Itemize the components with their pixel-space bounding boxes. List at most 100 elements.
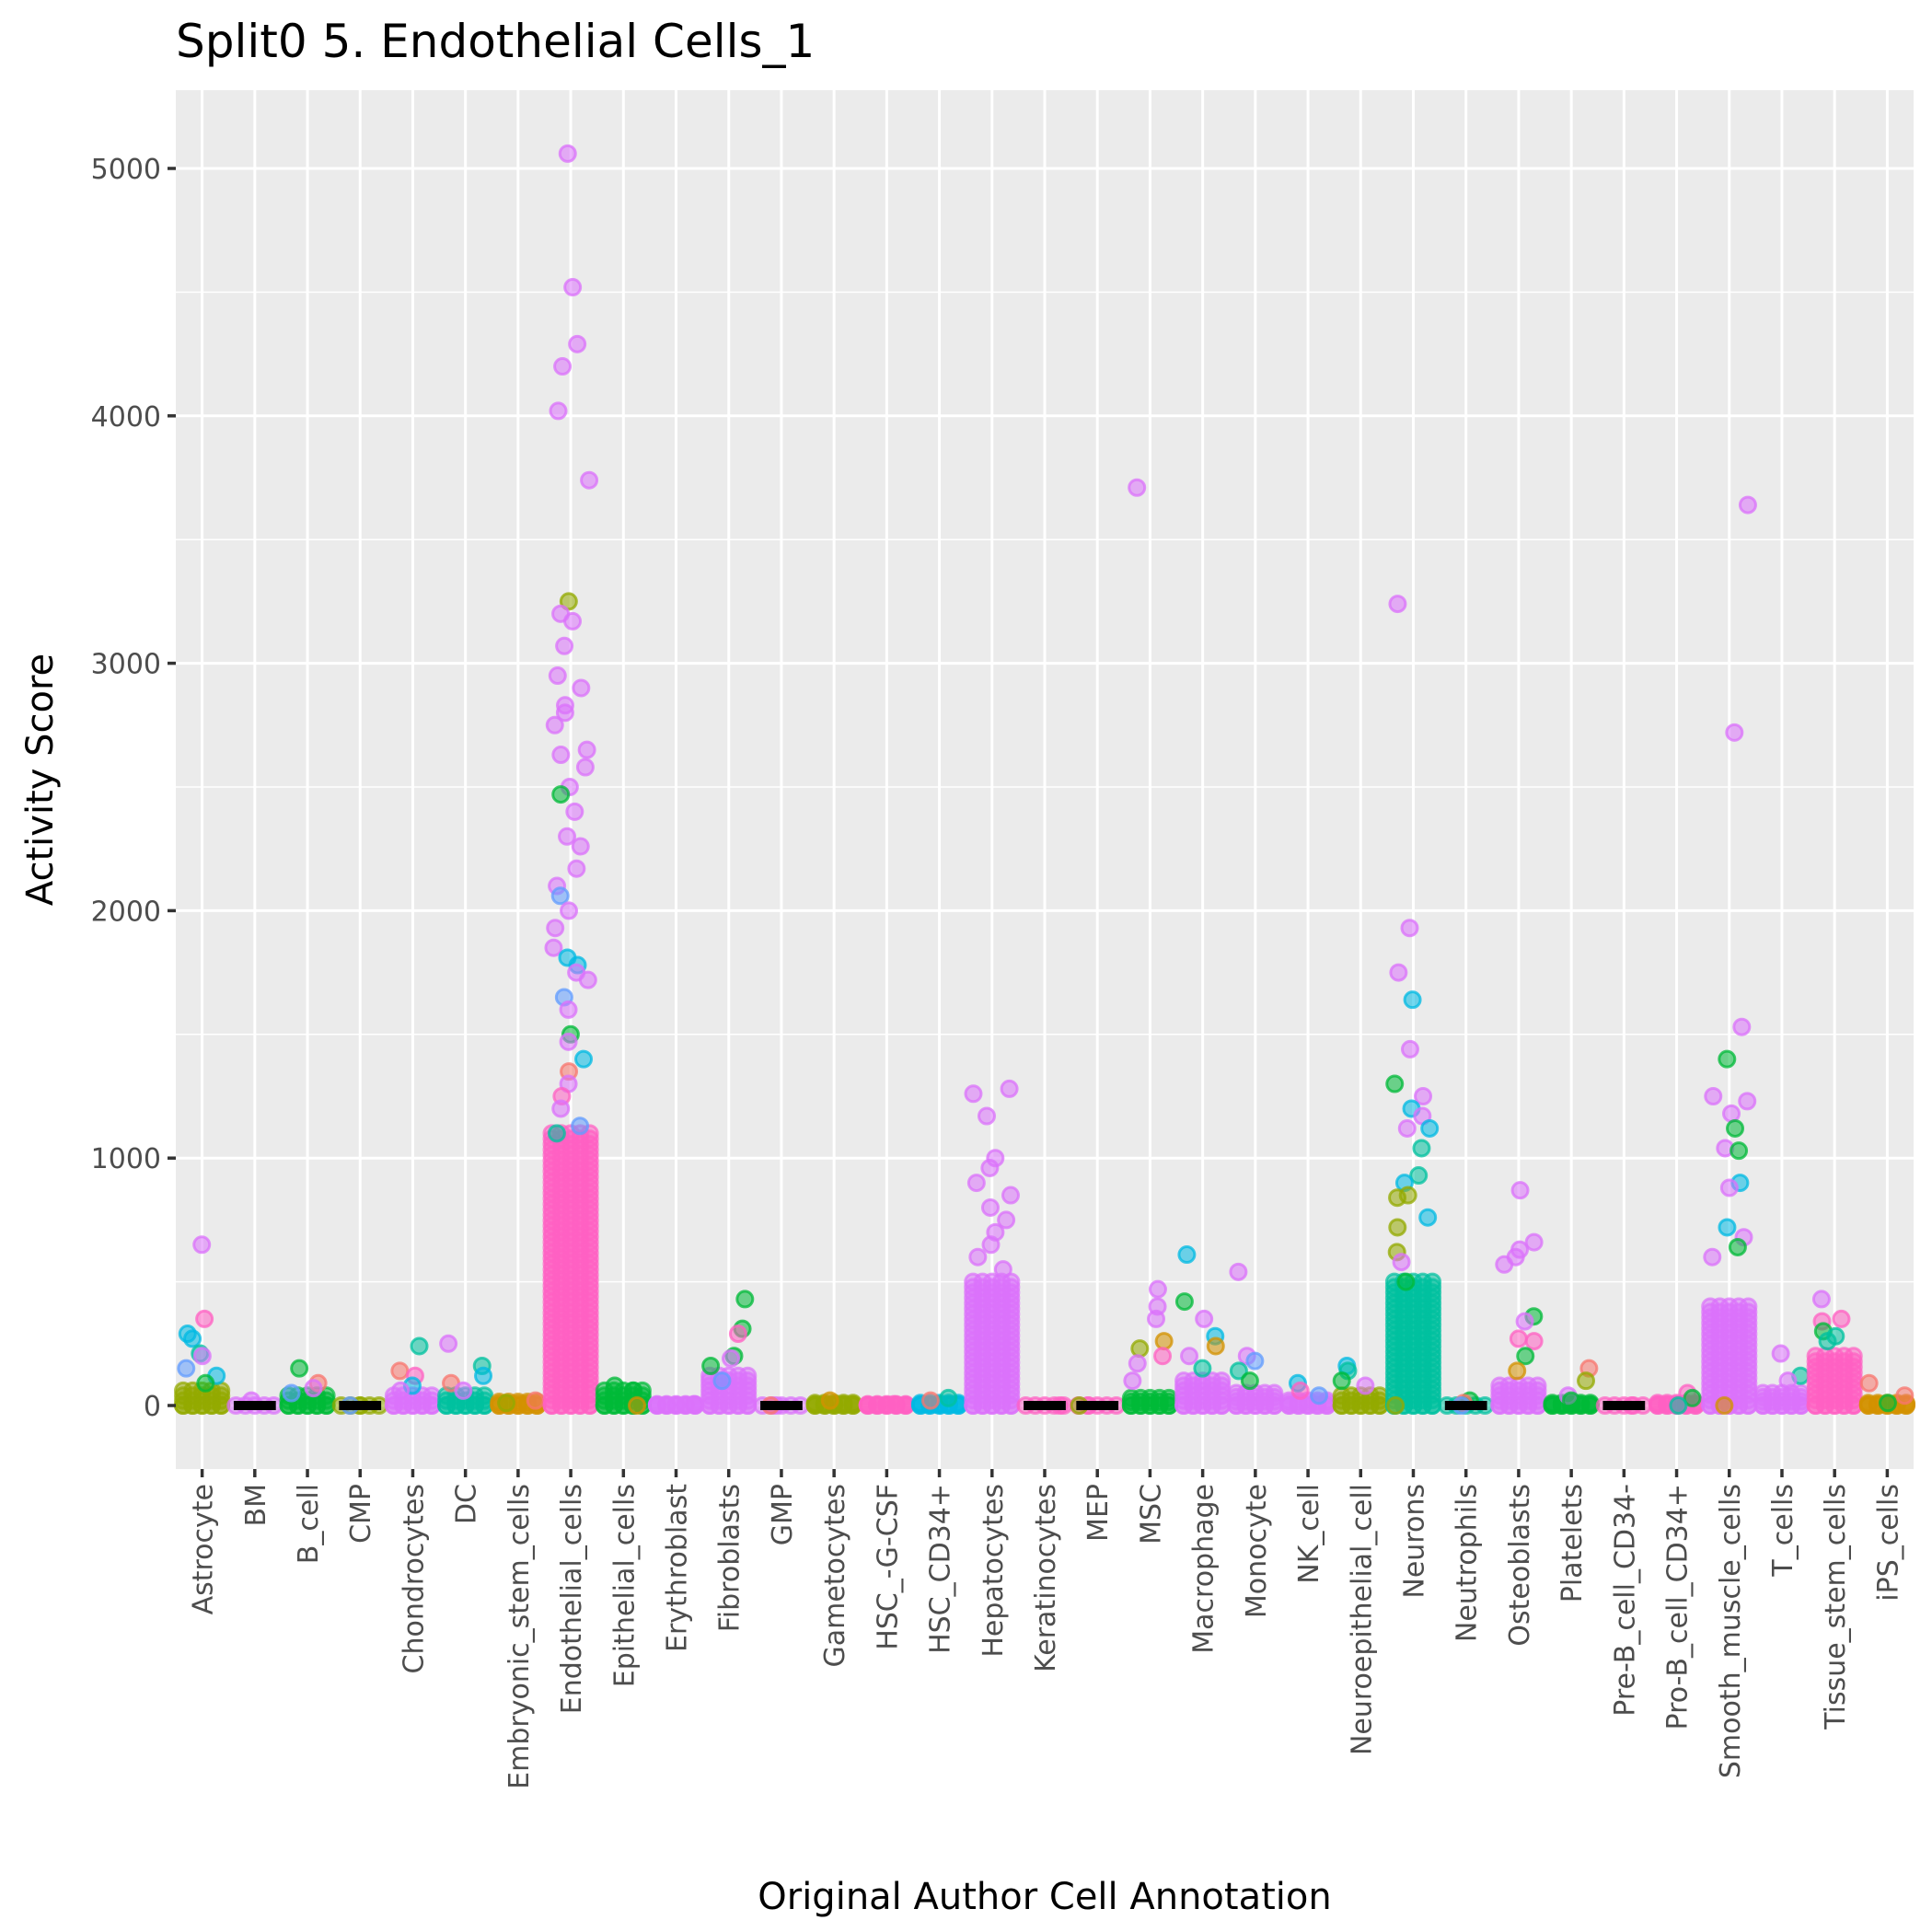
data-point: [1510, 1181, 1530, 1200]
data-point: [1229, 1361, 1248, 1381]
data-point: [551, 785, 571, 804]
data-point: [1388, 595, 1407, 614]
data-point: [558, 144, 577, 163]
data-point: [567, 859, 586, 878]
data-point: [551, 1099, 571, 1118]
data-point: [1147, 1309, 1166, 1328]
y-axis: 0 1000 2000 3000 4000 5000: [91, 154, 176, 1423]
x-tick-label: Epithelial_cells: [608, 1484, 641, 1687]
data-point: [1265, 1396, 1284, 1415]
data-point: [843, 1396, 862, 1415]
x-tick-label: Monocyte: [1241, 1484, 1273, 1618]
data-point: [1154, 1332, 1174, 1351]
data-point: [192, 1347, 212, 1366]
data-point: [550, 886, 570, 906]
data-point: [572, 678, 591, 698]
data-point: [1370, 1396, 1389, 1415]
data-point: [1725, 723, 1744, 742]
data-point: [1818, 1332, 1837, 1351]
data-point: [439, 1334, 458, 1353]
data-point: [565, 802, 584, 821]
data-point: [1844, 1396, 1863, 1415]
data-point: [577, 740, 596, 759]
data-point: [820, 1391, 839, 1410]
data-point: [1683, 1388, 1702, 1407]
data-point: [1844, 1347, 1863, 1366]
chart-title: Split0 5. Endothelial Cells_1: [176, 15, 815, 68]
data-point: [454, 1381, 473, 1400]
data-point: [1515, 1312, 1534, 1331]
x-tick-label: Pre-B_cell_CD34-: [1609, 1484, 1641, 1717]
data-point: [628, 1396, 647, 1415]
data-point: [966, 1174, 986, 1193]
y-tick-label: 3000: [91, 649, 161, 681]
data-point: [1524, 1332, 1544, 1351]
x-tick-label: MEP: [1082, 1484, 1115, 1542]
x-tick-label: NK_cell: [1293, 1484, 1325, 1584]
data-point: [551, 746, 571, 765]
x-tick-label: Macrophage: [1188, 1484, 1221, 1654]
data-point: [1001, 1396, 1021, 1415]
data-point: [1771, 1344, 1790, 1363]
data-point: [1389, 963, 1408, 982]
data-point: [993, 1260, 1012, 1279]
data-point: [290, 1359, 309, 1378]
data-point: [1409, 1166, 1429, 1186]
data-point: [1669, 1396, 1688, 1415]
data-point: [558, 827, 577, 846]
x-tick-label: B_cell: [293, 1484, 325, 1564]
data-point: [684, 1394, 703, 1414]
data-point: [721, 1348, 740, 1368]
data-point: [195, 1309, 214, 1328]
data-point: [580, 1396, 599, 1415]
data-point: [571, 1116, 590, 1136]
x-tick-label: Platelets: [1556, 1484, 1589, 1602]
data-point: [1412, 1139, 1431, 1158]
data-point: [978, 1106, 997, 1126]
data-point: [1148, 1279, 1167, 1299]
data-point: [544, 938, 563, 957]
data-point: [574, 1049, 594, 1069]
data-point: [559, 592, 578, 611]
data-point: [1791, 1396, 1811, 1415]
data-point: [410, 1336, 429, 1356]
data-point: [548, 666, 567, 686]
x-tick-label: HSC_CD34+: [925, 1484, 957, 1654]
x-tick-label: Embryonic_stem_cells: [503, 1484, 536, 1789]
x-tick-label: DC: [451, 1484, 483, 1524]
data-point: [1385, 1074, 1405, 1093]
data-point: [1356, 1376, 1375, 1395]
data-point: [526, 1391, 545, 1410]
data-point: [1738, 495, 1757, 515]
data-point: [1730, 1141, 1749, 1161]
data-point: [1778, 1371, 1798, 1391]
data-point: [1580, 1396, 1600, 1415]
data-point: [1245, 1351, 1265, 1371]
data-point: [1728, 1237, 1747, 1256]
data-point: [1739, 1297, 1758, 1316]
data-point: [304, 1379, 323, 1398]
data-point: [1732, 1017, 1752, 1036]
x-tick-label: Neurons: [1398, 1484, 1430, 1599]
data-point: [1703, 1247, 1722, 1267]
data-point: [555, 703, 574, 723]
data-point: [580, 470, 599, 490]
data-point: [1878, 1394, 1897, 1413]
data-point: [1739, 1396, 1758, 1415]
data-point: [1718, 1049, 1737, 1069]
x-tick-label: BM: [240, 1484, 272, 1526]
data-point: [1180, 1347, 1199, 1366]
data-point: [1414, 1087, 1433, 1105]
data-point: [735, 1290, 755, 1309]
data-point: [1310, 1386, 1329, 1406]
data-point: [575, 758, 595, 777]
data-point: [475, 1396, 494, 1415]
data-point: [738, 1396, 758, 1415]
data-points: [174, 144, 1915, 1415]
data-point: [1516, 1347, 1535, 1366]
data-point: [1212, 1396, 1232, 1415]
data-point: [549, 401, 568, 421]
data-point: [1562, 1391, 1581, 1410]
x-tick-label: Keratinocytes: [1030, 1484, 1062, 1672]
